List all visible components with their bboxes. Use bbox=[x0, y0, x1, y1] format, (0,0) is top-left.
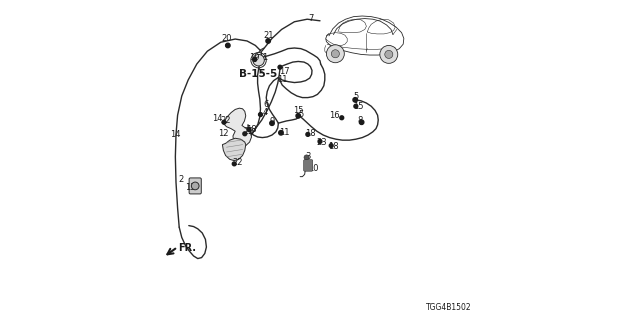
Circle shape bbox=[330, 144, 333, 148]
Text: 10: 10 bbox=[308, 164, 318, 173]
Circle shape bbox=[253, 58, 257, 61]
Text: 18: 18 bbox=[328, 142, 339, 151]
Text: 16: 16 bbox=[329, 111, 340, 120]
Circle shape bbox=[360, 120, 364, 124]
Text: 17: 17 bbox=[279, 67, 290, 76]
Text: 22: 22 bbox=[220, 116, 230, 125]
Text: 2: 2 bbox=[179, 175, 184, 184]
Circle shape bbox=[279, 131, 284, 135]
FancyBboxPatch shape bbox=[304, 160, 312, 171]
Text: 15: 15 bbox=[353, 102, 363, 111]
Text: 6: 6 bbox=[263, 100, 268, 109]
Text: 21: 21 bbox=[263, 31, 273, 40]
Circle shape bbox=[278, 65, 282, 69]
Circle shape bbox=[222, 120, 226, 124]
Text: 20: 20 bbox=[221, 34, 232, 43]
Text: FR.: FR. bbox=[179, 243, 196, 253]
Text: 23: 23 bbox=[317, 138, 328, 147]
Circle shape bbox=[191, 182, 199, 190]
Text: 18: 18 bbox=[246, 125, 257, 134]
Circle shape bbox=[296, 114, 301, 118]
Text: 14: 14 bbox=[212, 114, 222, 123]
Text: 9: 9 bbox=[269, 117, 275, 126]
Text: 11: 11 bbox=[277, 75, 287, 84]
Circle shape bbox=[326, 45, 344, 63]
Text: 8: 8 bbox=[358, 116, 363, 125]
Circle shape bbox=[266, 39, 271, 43]
Text: 15: 15 bbox=[292, 106, 303, 115]
Text: 18: 18 bbox=[305, 129, 316, 138]
Circle shape bbox=[259, 113, 262, 116]
Text: 11: 11 bbox=[279, 128, 289, 137]
Text: 19: 19 bbox=[249, 53, 259, 62]
Text: 22: 22 bbox=[232, 158, 243, 167]
FancyBboxPatch shape bbox=[189, 178, 201, 194]
Text: 3: 3 bbox=[306, 152, 311, 161]
Circle shape bbox=[354, 104, 358, 108]
Text: 5: 5 bbox=[354, 92, 359, 101]
Text: 1: 1 bbox=[262, 53, 267, 62]
Text: 5: 5 bbox=[298, 110, 303, 119]
Text: 12: 12 bbox=[218, 129, 228, 138]
Circle shape bbox=[380, 45, 398, 63]
Circle shape bbox=[304, 155, 309, 160]
Circle shape bbox=[340, 116, 344, 120]
Circle shape bbox=[243, 132, 247, 136]
Text: 4: 4 bbox=[263, 108, 268, 117]
Polygon shape bbox=[224, 108, 252, 147]
Text: TGG4B1502: TGG4B1502 bbox=[426, 303, 472, 312]
Text: 14: 14 bbox=[170, 130, 180, 139]
Text: B-15-5: B-15-5 bbox=[239, 69, 278, 79]
Circle shape bbox=[385, 50, 393, 59]
Polygon shape bbox=[223, 138, 246, 161]
Circle shape bbox=[253, 54, 264, 66]
Circle shape bbox=[270, 121, 275, 125]
Text: 13: 13 bbox=[185, 183, 196, 192]
Text: 7: 7 bbox=[308, 14, 313, 23]
Text: 22: 22 bbox=[243, 127, 253, 136]
Circle shape bbox=[247, 128, 251, 132]
Circle shape bbox=[318, 140, 322, 143]
Circle shape bbox=[332, 50, 339, 58]
Circle shape bbox=[226, 43, 230, 48]
Circle shape bbox=[306, 132, 310, 136]
Circle shape bbox=[232, 162, 236, 166]
Circle shape bbox=[353, 98, 357, 102]
